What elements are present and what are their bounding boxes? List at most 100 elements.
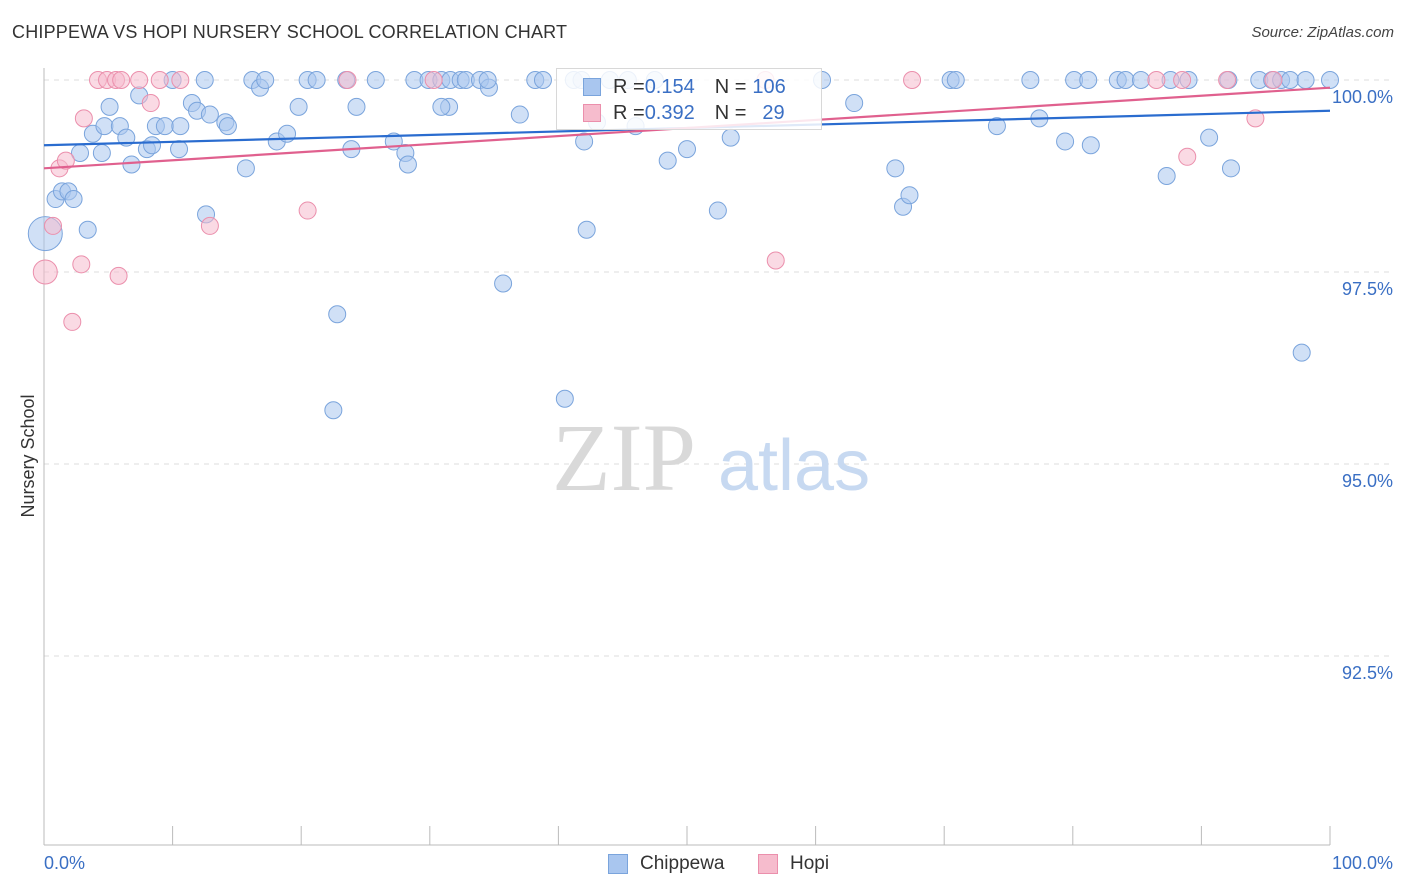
chippewa-point — [1296, 71, 1315, 89]
chippewa-point — [117, 128, 136, 147]
watermark-zip: ZIP — [552, 404, 696, 511]
chippewa-point — [721, 128, 740, 147]
chippewa-point — [328, 305, 347, 324]
chippewa-point — [678, 140, 696, 159]
chippewa-point — [64, 190, 83, 209]
hopi-point — [112, 71, 131, 89]
stats-legend: R = 0.154 N = 106 R = 0.392 N = 29 — [556, 68, 822, 130]
hopi-point — [338, 71, 357, 89]
chippewa-point — [289, 97, 308, 116]
y-tick-labels: 100.0% 97.5% 95.0% 92.5% — [1332, 87, 1393, 683]
chippewa-point — [170, 140, 189, 159]
y-tick-label: 95.0% — [1342, 471, 1393, 491]
chippewa-point — [143, 136, 162, 155]
hopi-point — [766, 251, 785, 270]
hopi-point — [63, 312, 82, 331]
chippewa-point — [95, 117, 114, 136]
chippewa-point — [708, 201, 727, 220]
legend-item-chippewa: Chippewa — [608, 852, 725, 876]
n-label: N = — [714, 101, 747, 124]
chippewa-point — [555, 389, 574, 408]
chippewa-point — [100, 97, 119, 116]
hopi-point — [130, 71, 149, 89]
hopi-point — [171, 71, 190, 89]
chippewa-point — [886, 159, 905, 178]
r-label: R = — [613, 101, 645, 124]
hopi-swatch — [583, 104, 601, 122]
chippewa-point — [171, 117, 190, 136]
hopi-point — [109, 266, 128, 285]
axes — [43, 68, 1331, 846]
chippewa-point — [324, 401, 343, 420]
hopi-point — [903, 71, 922, 89]
chippewa-point — [236, 159, 255, 178]
chippewa-point — [347, 97, 366, 116]
chippewa-point — [510, 105, 529, 124]
chippewa-point — [494, 274, 513, 293]
chippewa-point — [533, 71, 552, 89]
hopi-point — [1178, 147, 1197, 166]
chippewa-point — [218, 117, 237, 136]
hopi-legend-label: Hopi — [790, 853, 830, 874]
hopi-point — [1218, 71, 1237, 89]
chippewa-point — [256, 71, 275, 89]
chippewa-point — [575, 132, 594, 151]
chippewa-point — [366, 71, 385, 89]
hopi-point — [1147, 71, 1166, 89]
hopi-point — [44, 216, 63, 235]
y-tick-label: 92.5% — [1342, 663, 1393, 683]
chippewa-point — [946, 71, 965, 89]
chippewa-point — [432, 97, 451, 116]
chippewa-point — [845, 94, 864, 113]
chart-title: CHIPPEWA VS HOPI NURSERY SCHOOL CORRELAT… — [12, 22, 568, 42]
y-tick-label: 97.5% — [1342, 279, 1393, 299]
hopi-point — [424, 71, 443, 89]
hopi-point — [1264, 71, 1283, 89]
watermark-atlas: atlas — [718, 426, 870, 506]
chippewa-point — [78, 220, 97, 239]
r-value: 0.392 — [644, 101, 695, 124]
y-axis-label: Nursery School — [18, 394, 38, 517]
hopi-point — [32, 259, 58, 285]
chippewa-point — [577, 220, 596, 239]
hopi-point — [1173, 71, 1192, 89]
chippewa-point — [1221, 159, 1240, 178]
chippewa-legend-swatch — [608, 854, 628, 874]
r-label: R = — [613, 75, 645, 98]
chippewa-point — [1081, 136, 1100, 155]
y-tick-label: 100.0% — [1332, 87, 1393, 107]
n-label: N = — [714, 75, 747, 98]
chippewa-legend-label: Chippewa — [640, 853, 725, 874]
stats-row-hopi: R = 0.392 N = 29 — [583, 100, 785, 126]
chippewa-point — [92, 143, 111, 162]
chippewa-point — [1116, 71, 1135, 89]
n-value: 29 — [762, 101, 785, 124]
chippewa-point — [478, 71, 497, 89]
x-tick-labels: 0.0% 100.0% — [44, 853, 1393, 873]
chippewa-point — [900, 186, 919, 205]
chippewa-point — [1321, 71, 1339, 89]
source-credit: Source: ZipAtlas.com — [1251, 24, 1394, 41]
chippewa-point — [1292, 343, 1311, 362]
n-value: 106 — [752, 75, 786, 98]
chippewa-point — [155, 117, 174, 136]
hopi-point — [298, 201, 317, 220]
chippewa-point — [658, 151, 677, 170]
chippewa-point — [1079, 71, 1098, 89]
chippewa-point — [307, 71, 326, 89]
chippewa-point — [1281, 71, 1300, 89]
chippewa-point — [1056, 132, 1075, 151]
chippewa-point — [1131, 71, 1150, 89]
hopi-point — [74, 109, 93, 128]
x-tick-label-min: 0.0% — [44, 853, 85, 873]
hopi-legend-swatch — [758, 854, 778, 874]
chippewa-point — [122, 155, 141, 174]
chippewa-point — [200, 105, 219, 124]
hopi-point — [1246, 109, 1265, 128]
hopi-point — [56, 151, 75, 170]
hopi-point — [141, 94, 160, 113]
chippewa-swatch — [583, 78, 601, 96]
hopi-point — [72, 255, 91, 274]
chippewa-point — [987, 117, 1006, 136]
